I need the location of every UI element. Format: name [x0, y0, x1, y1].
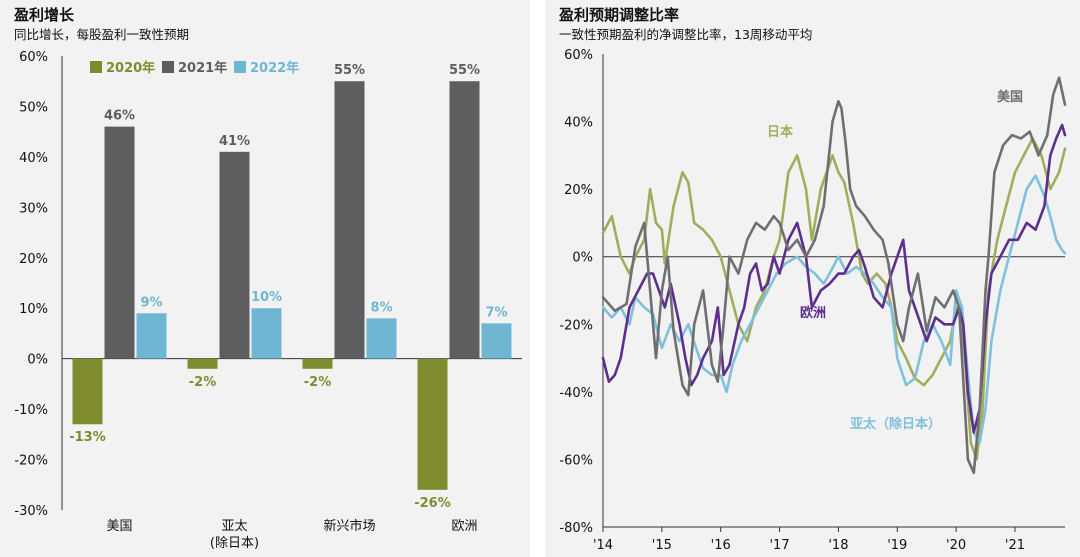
legend-label: 2020年: [106, 60, 155, 76]
x-tick-label: '14: [593, 538, 613, 553]
y-tick-label: -20%: [559, 318, 593, 333]
series-annotation: 美国: [997, 89, 1023, 105]
y-tick-label: -10%: [14, 403, 48, 418]
x-tick-label: '15: [652, 538, 672, 553]
bar: [366, 318, 397, 359]
data-label: -26%: [414, 496, 451, 511]
x-tick-label: '18: [828, 538, 848, 553]
x-tick-label: '16: [711, 538, 731, 553]
series-annotation: 亚太（除日本）: [850, 416, 941, 432]
bar: [334, 81, 365, 359]
series-line: [601, 123, 1067, 434]
legend-swatch: [234, 61, 246, 73]
revision-ratio-panel: 盈利预期调整比率 一致性预期盈利的净调整比率，13周移动平均 -80% -60% -…: [545, 0, 1080, 557]
y-tick-label: -40%: [559, 386, 593, 401]
y-tick-label: -60%: [559, 453, 593, 468]
bar: [417, 358, 448, 490]
data-label: 55%: [334, 63, 365, 78]
legend-swatch: [90, 61, 102, 73]
y-tick-label: 60%: [564, 48, 593, 63]
data-label: 41%: [219, 134, 250, 149]
data-label: 7%: [485, 305, 507, 320]
legend-swatch: [162, 61, 174, 73]
x-tick-label: '20: [946, 538, 966, 553]
series-annotation: 欧洲: [800, 305, 826, 321]
y-tick-label: -80%: [559, 521, 593, 536]
data-label: -2%: [304, 375, 331, 390]
category-label: 新兴市场: [323, 518, 375, 534]
right-chart-title: 盈利预期调整比率: [559, 6, 680, 24]
y-tick-label: 60%: [19, 50, 48, 65]
y-tick-label: 50%: [19, 100, 48, 115]
category-label: (除日本): [210, 536, 259, 551]
y-tick-label: 20%: [19, 252, 48, 267]
legend-label: 2022年: [250, 60, 299, 76]
bar: [187, 358, 218, 369]
data-label: 55%: [449, 63, 480, 78]
bar: [104, 126, 135, 359]
series-annotation: 日本: [767, 124, 793, 140]
bar: [449, 81, 480, 359]
data-label: -2%: [189, 375, 216, 390]
category-label: 亚太: [221, 519, 247, 534]
revision-ratio-line-chart: -80% -60% -40% -20% 0% 20% 40% 60% '14 '15 '16 '17 '…: [559, 48, 1067, 553]
x-tick-label: '17: [769, 538, 789, 553]
series-line: [601, 137, 1067, 461]
data-label: 10%: [251, 290, 282, 305]
y-tick-label: 0%: [27, 353, 48, 368]
earnings-growth-panel: 盈利增长 同比增长，每股盈利一致性预期 -30% -20% -10% 0% 10% 20%…: [0, 0, 530, 557]
data-label: 46%: [104, 109, 135, 124]
y-tick-label: 10%: [19, 302, 48, 317]
bar: [72, 358, 103, 425]
bar: [251, 308, 282, 359]
y-tick-label: -30%: [14, 504, 48, 519]
y-tick-label: 20%: [564, 183, 593, 198]
legend-label: 2021年: [178, 60, 227, 76]
bar: [481, 323, 512, 359]
left-chart-title: 盈利增长: [14, 6, 75, 24]
bar: [136, 313, 167, 359]
category-label: 欧洲: [451, 519, 477, 534]
bar: [302, 358, 333, 369]
series-line: [601, 76, 1067, 475]
left-chart-subtitle: 同比增长，每股盈利一致性预期: [14, 27, 190, 42]
y-tick-label: -20%: [14, 454, 48, 469]
x-tick-label: '19: [887, 538, 907, 553]
bar: [219, 151, 250, 359]
data-label: 8%: [370, 300, 392, 315]
data-label: -13%: [69, 430, 106, 445]
y-tick-label: 0%: [572, 251, 593, 266]
category-label: 美国: [106, 519, 132, 534]
right-chart-subtitle: 一致性预期盈利的净调整比率，13周移动平均: [559, 27, 813, 42]
y-tick-label: 40%: [19, 151, 48, 166]
y-tick-label: 30%: [19, 201, 48, 216]
y-tick-label: 40%: [564, 116, 593, 131]
x-tick-label: '21: [1005, 538, 1025, 553]
series-line: [601, 174, 1067, 444]
data-label: 9%: [140, 295, 162, 310]
earnings-growth-bar-chart: -30% -20% -10% 0% 10% 20% 30% 40% 50% 60% -13% 46% 9…: [14, 50, 522, 551]
